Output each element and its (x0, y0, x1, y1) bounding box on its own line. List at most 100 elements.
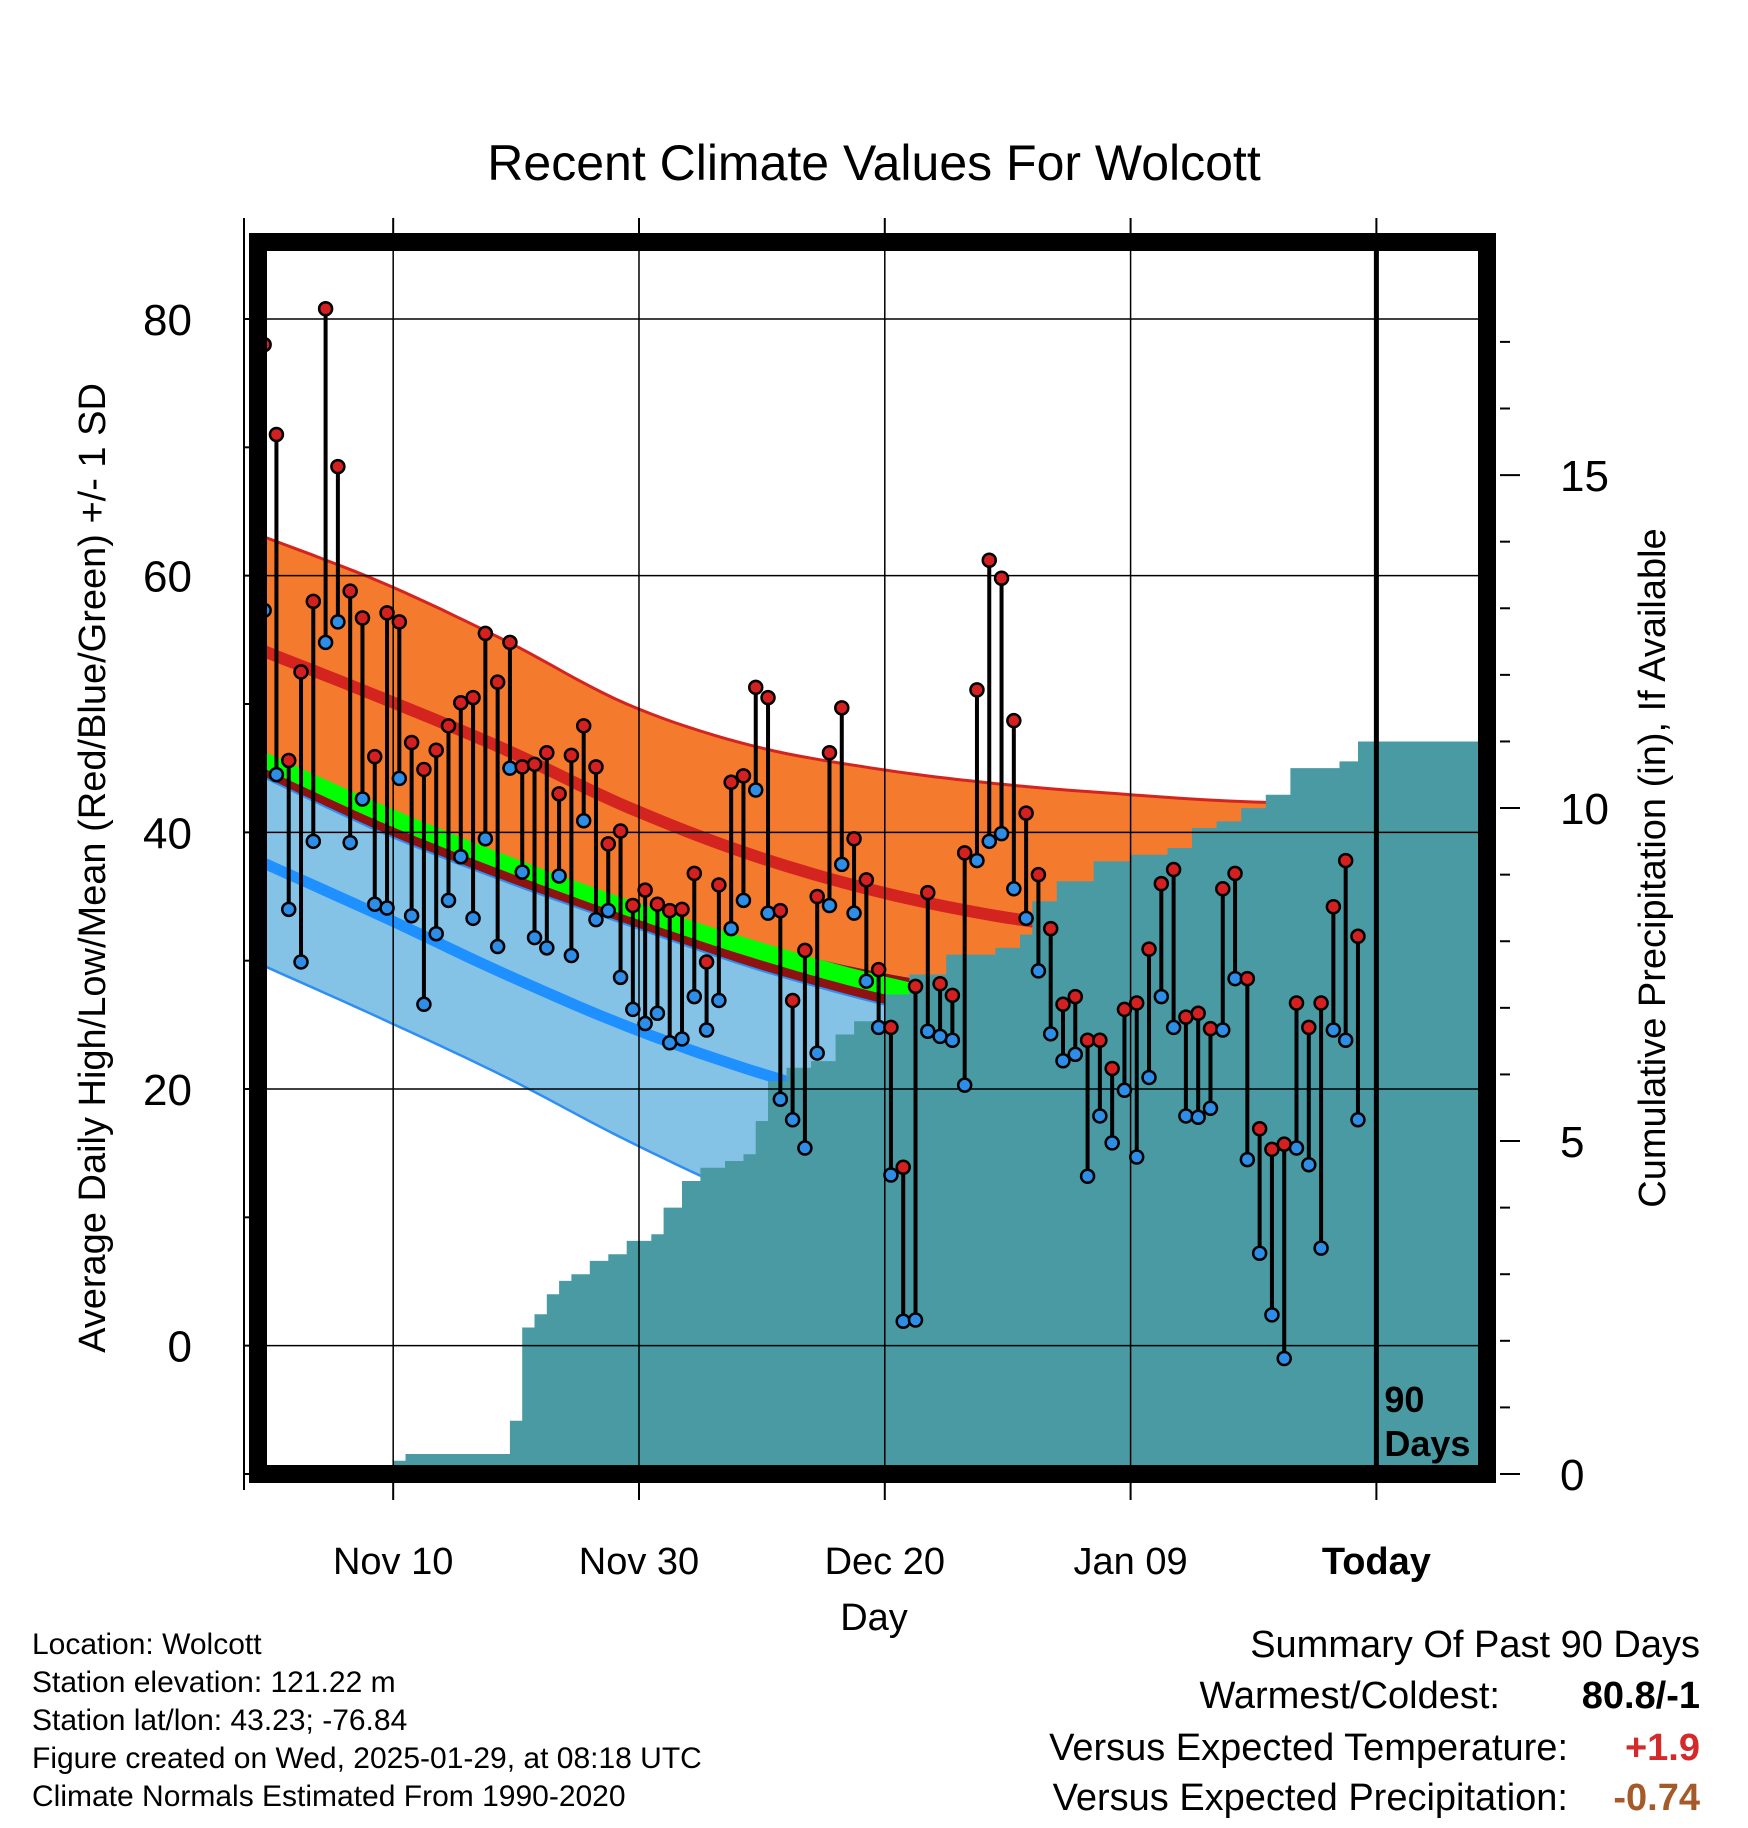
y-tick-label: 40 (143, 809, 192, 858)
daily-high-point (600, 836, 617, 852)
daily-low-point (858, 973, 875, 989)
daily-high-point (612, 823, 629, 839)
daily-high-point (330, 458, 346, 475)
daily-high-point (858, 872, 875, 888)
daily-high-point (1337, 852, 1354, 869)
today-annotation: 90 (1384, 1379, 1424, 1420)
daily-low-point (1239, 1151, 1256, 1168)
precip-area (258, 734, 1487, 1474)
y-tick-label: 80 (143, 296, 192, 345)
daily-high-point (723, 774, 739, 791)
daily-high-point (944, 987, 961, 1004)
daily-high-point (317, 300, 334, 317)
daily-low-point (920, 1023, 936, 1039)
daily-low-point (612, 969, 629, 986)
daily-high-point (1018, 805, 1034, 821)
daily-low-point (342, 834, 358, 851)
daily-low-point (661, 1035, 678, 1051)
daily-low-point (1264, 1307, 1280, 1323)
daily-low-point (993, 825, 1010, 842)
daily-high-point (1141, 941, 1157, 957)
daily-low-point (379, 900, 395, 916)
daily-low-point (932, 1028, 948, 1045)
daily-low-point (1178, 1108, 1194, 1124)
daily-high-point (354, 610, 371, 626)
warmest-label: Warmest/Coldest: (1199, 1675, 1500, 1717)
daily-low-point (747, 782, 764, 798)
daily-high-point (367, 748, 383, 765)
daily-low-point (317, 634, 334, 651)
daily-high-point (649, 896, 666, 912)
x-tick-label: Nov 30 (579, 1541, 699, 1583)
daily-low-point (1018, 910, 1034, 927)
daily-low-point (711, 992, 727, 1009)
y-axis-label: Average Daily High/Low/Mean (Red/Blue/Gr… (72, 383, 114, 1353)
y2-axis-label: Cumulative Precipitation (in), If Availa… (1632, 528, 1674, 1207)
daily-low-point (293, 954, 309, 970)
x-tick-label: Jan 09 (1074, 1541, 1188, 1583)
x-axis-label: Day (840, 1597, 908, 1639)
daily-low-point (907, 1312, 924, 1328)
daily-high-point (1276, 1136, 1292, 1152)
daily-high-point (1190, 1005, 1206, 1022)
daily-high-point (1153, 875, 1170, 892)
daily-low-point (588, 911, 604, 928)
daily-high-point (1288, 995, 1305, 1011)
daily-high-point (1116, 1001, 1133, 1018)
temp-value: +1.9 (1624, 1727, 1700, 1769)
y2-tick-label: 15 (1560, 452, 1609, 501)
daily-low-point (784, 1112, 801, 1128)
daily-high-point (1178, 1009, 1194, 1025)
daily-high-point (1301, 1019, 1317, 1036)
daily-high-point (711, 877, 727, 893)
summary-title: Summary Of Past 90 Days (1250, 1624, 1700, 1666)
daily-high-point (809, 888, 825, 905)
daily-high-point (477, 625, 494, 642)
daily-high-point (403, 734, 420, 751)
daily-high-point (280, 752, 297, 769)
daily-low-point (477, 831, 494, 847)
daily-low-point (821, 897, 838, 914)
daily-high-point (920, 884, 936, 901)
daily-high-point (1092, 1032, 1108, 1048)
daily-high-point (637, 882, 653, 898)
daily-high-point (993, 570, 1010, 586)
daily-low-point (698, 1022, 715, 1038)
daily-low-point (403, 908, 420, 924)
daily-high-point (489, 674, 506, 690)
daily-high-point (1030, 866, 1047, 883)
daily-high-point (1313, 995, 1329, 1011)
daily-low-point (1190, 1109, 1206, 1125)
daily-high-point (1202, 1020, 1219, 1037)
daily-low-point (305, 833, 322, 850)
daily-low-point (1165, 1019, 1182, 1036)
daily-high-point (1215, 881, 1231, 897)
daily-low-point (1202, 1100, 1219, 1116)
daily-low-point (1337, 1032, 1354, 1048)
daily-high-point (821, 745, 838, 761)
daily-low-point (723, 920, 739, 937)
daily-high-point (588, 759, 604, 775)
axes: 0 20 40 60 80 0 5 10 15 Nov 10 Nov 30 Dec 20 Jan 09 T… (143, 218, 1609, 1583)
daily-low-point (834, 856, 850, 873)
daily-high-point (625, 897, 641, 914)
daily-low-point (502, 760, 518, 776)
daily-high-point (293, 664, 309, 680)
daily-high-point (526, 756, 543, 773)
daily-high-point (440, 718, 457, 734)
daily-low-point (649, 1005, 666, 1022)
daily-high-point (1325, 899, 1342, 915)
daily-low-point (1301, 1156, 1317, 1173)
daily-high-point (342, 583, 358, 599)
daily-high-point (907, 978, 924, 995)
daily-low-point (551, 868, 567, 884)
daily-low-point (453, 848, 469, 865)
daily-low-point (1079, 1168, 1096, 1185)
daily-low-point (416, 996, 432, 1013)
daily-high-point (895, 1159, 911, 1176)
daily-high-point (686, 865, 703, 882)
daily-high-point (735, 768, 752, 784)
daily-high-point (760, 689, 776, 706)
daily-low-point (674, 1031, 690, 1047)
